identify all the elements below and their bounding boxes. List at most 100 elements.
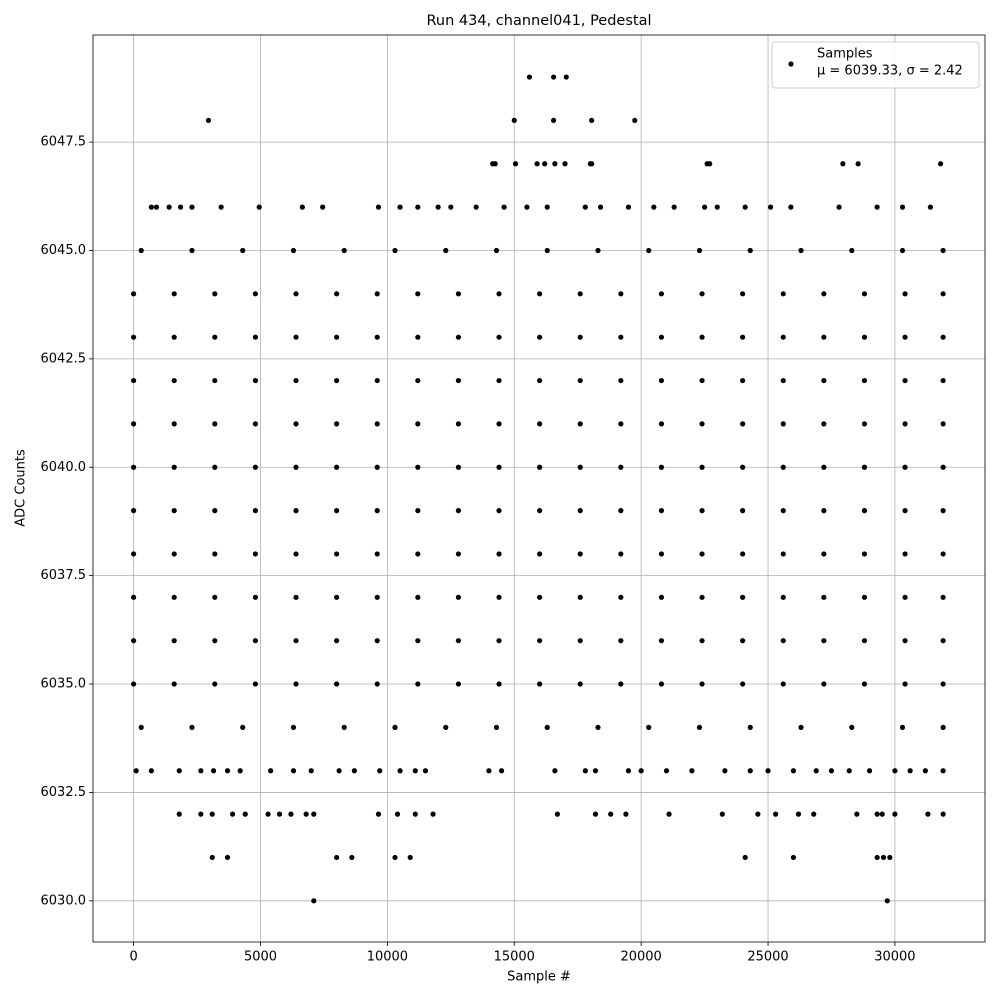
point (742, 204, 748, 210)
point (537, 594, 543, 600)
point (171, 594, 177, 600)
point (212, 464, 218, 470)
point (608, 811, 614, 817)
x-tick-label: 0 (129, 950, 137, 965)
point (171, 464, 177, 470)
point (290, 247, 297, 254)
point (618, 421, 624, 427)
point (240, 724, 246, 730)
point (666, 811, 672, 817)
point (415, 464, 421, 470)
point (209, 811, 215, 817)
point (861, 377, 868, 384)
point (492, 161, 498, 167)
point (252, 551, 259, 557)
point (902, 421, 908, 427)
point (455, 594, 462, 600)
point (699, 638, 705, 644)
point (861, 421, 868, 427)
point (171, 421, 177, 427)
point (293, 291, 299, 297)
point (290, 768, 297, 774)
point (131, 681, 137, 687)
point (874, 204, 880, 210)
point (589, 117, 595, 124)
point (349, 854, 355, 861)
point (212, 638, 218, 644)
point (455, 334, 462, 340)
point (448, 204, 454, 210)
point (171, 334, 177, 340)
point (374, 551, 380, 557)
point (658, 291, 665, 297)
plot-frame (92, 34, 986, 943)
point (940, 247, 946, 254)
point (740, 291, 746, 297)
x-tick-label: 10000 (367, 950, 408, 965)
point (798, 724, 804, 730)
point (218, 204, 224, 210)
point (940, 421, 946, 427)
point (740, 551, 746, 557)
point (224, 854, 231, 861)
point (138, 724, 144, 730)
point (131, 334, 137, 340)
point (351, 768, 357, 774)
point (422, 768, 429, 774)
point (861, 508, 868, 514)
point (821, 594, 827, 600)
point (577, 421, 583, 427)
point (874, 854, 880, 861)
point (821, 377, 827, 384)
point (374, 421, 380, 427)
point (618, 464, 624, 470)
point (780, 551, 786, 557)
point (205, 117, 212, 124)
point (392, 247, 398, 254)
point (242, 811, 248, 817)
point (618, 551, 624, 557)
x-tick-label: 15000 (494, 950, 535, 965)
point (212, 508, 218, 514)
point (198, 768, 204, 774)
point (740, 594, 746, 600)
point (663, 768, 670, 774)
point (430, 811, 436, 817)
point (415, 291, 421, 297)
point (773, 811, 779, 817)
y-tick-label: 6040.0 (41, 460, 87, 475)
point (552, 768, 558, 774)
point (455, 551, 462, 557)
point (623, 811, 629, 817)
y-tick-label: 6035.0 (41, 677, 87, 692)
point (496, 291, 502, 297)
point (821, 551, 827, 557)
point (138, 247, 144, 254)
point (374, 594, 380, 600)
point (940, 768, 946, 774)
point (537, 638, 543, 644)
point (256, 204, 262, 210)
point (415, 681, 421, 687)
point (415, 421, 421, 427)
legend-box (771, 41, 980, 89)
point (498, 768, 505, 774)
point (171, 291, 177, 297)
point (415, 594, 421, 600)
point (887, 854, 893, 861)
point (740, 421, 746, 427)
point (334, 681, 340, 687)
point (252, 377, 259, 384)
point (821, 464, 827, 470)
point (240, 247, 246, 254)
point (821, 638, 827, 644)
point (907, 768, 913, 774)
point (455, 291, 462, 297)
point (790, 768, 797, 774)
point (595, 724, 601, 730)
point (562, 161, 568, 167)
point (552, 161, 558, 167)
point (899, 247, 906, 254)
point (320, 204, 326, 210)
point (577, 464, 583, 470)
